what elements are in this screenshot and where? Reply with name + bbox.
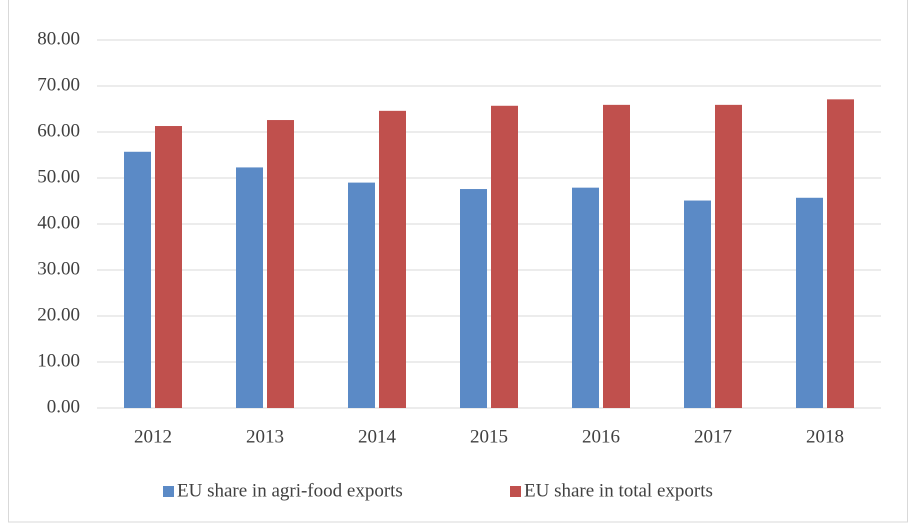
bar bbox=[348, 182, 375, 408]
y-tick-label: 70.00 bbox=[37, 74, 80, 95]
x-tick-label: 2012 bbox=[134, 426, 172, 447]
x-tick-label: 2014 bbox=[358, 426, 397, 447]
y-tick-label: 30.00 bbox=[37, 258, 80, 279]
y-tick-label: 40.00 bbox=[37, 212, 80, 233]
legend-label: EU share in total exports bbox=[524, 480, 713, 501]
bar bbox=[491, 105, 518, 408]
bar bbox=[267, 120, 294, 408]
y-tick-label: 20.00 bbox=[37, 304, 80, 325]
bar bbox=[124, 151, 151, 408]
y-tick-label: 60.00 bbox=[37, 120, 80, 141]
bar bbox=[155, 126, 182, 409]
y-tick-label: 80.00 bbox=[37, 28, 80, 49]
bar bbox=[796, 197, 823, 408]
legend-label: EU share in agri-food exports bbox=[177, 480, 403, 501]
bar bbox=[572, 187, 599, 408]
x-tick-label: 2016 bbox=[582, 426, 620, 447]
bar bbox=[460, 189, 487, 408]
legend-swatch bbox=[163, 486, 174, 497]
x-tick-label: 2018 bbox=[806, 426, 844, 447]
x-tick-label: 2015 bbox=[470, 426, 508, 447]
bar bbox=[684, 200, 711, 408]
y-tick-label: 50.00 bbox=[37, 166, 80, 187]
bar bbox=[827, 99, 854, 408]
bar bbox=[379, 110, 406, 408]
x-tick-label: 2013 bbox=[246, 426, 284, 447]
bar bbox=[715, 104, 742, 409]
legend-swatch bbox=[510, 486, 521, 497]
x-tick-label: 2017 bbox=[694, 426, 732, 447]
y-tick-label: 10.00 bbox=[37, 350, 80, 371]
bar bbox=[236, 167, 263, 408]
bar bbox=[603, 104, 630, 409]
y-tick-label: 0.00 bbox=[47, 396, 80, 417]
